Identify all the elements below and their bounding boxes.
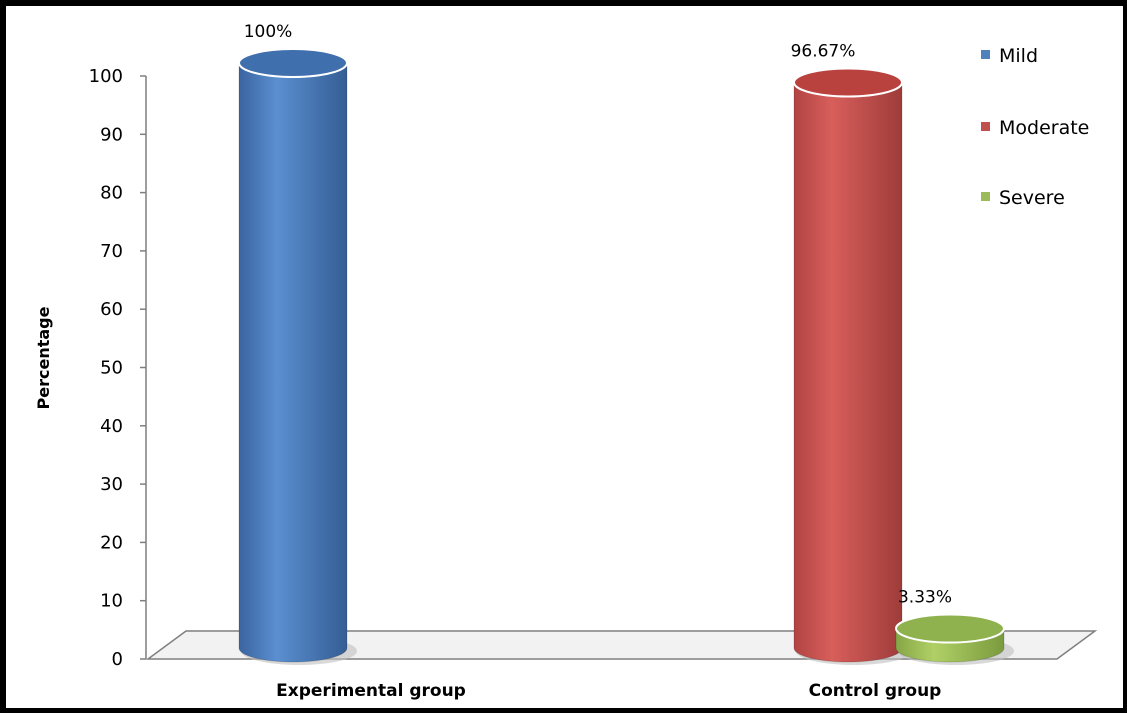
data-label-severe: 3.33% [898, 588, 952, 608]
bar-body [793, 82, 903, 663]
legend-item-moderate: Moderate [981, 117, 1089, 139]
legend-label: Moderate [999, 117, 1089, 139]
bar-control-group-moderate [793, 67, 912, 665]
legend: Mild Moderate Severe [981, 45, 1089, 209]
bar-control-group-severe [895, 613, 1014, 665]
legend-item-severe: Severe [981, 187, 1065, 209]
category-labels: Experimental group Control group [276, 681, 941, 701]
y-tick-label: 70 [100, 241, 123, 262]
bar-experimental-group-mild [238, 48, 357, 665]
legend-label: Mild [999, 45, 1038, 67]
y-tick-label: 40 [100, 416, 123, 437]
data-labels: 100% 96.67% 3.33% [244, 22, 952, 608]
bar-top [238, 48, 348, 78]
legend-swatch [981, 192, 990, 201]
legend-swatch [981, 50, 990, 59]
bar-top [895, 613, 1005, 644]
bar-top [793, 67, 903, 98]
legend-label: Severe [999, 187, 1065, 209]
category-label-control-group: Control group [809, 681, 942, 701]
bar-body [238, 62, 348, 663]
y-axis-ticks: 0 10 20 30 40 50 60 70 80 90 100 [89, 66, 146, 670]
bars-layer [238, 48, 1014, 665]
y-tick-label: 100 [89, 66, 123, 87]
y-tick-label: 0 [112, 649, 123, 670]
y-tick-label: 60 [100, 299, 123, 320]
data-label-mild: 100% [244, 22, 293, 42]
legend-item-mild: Mild [981, 45, 1038, 67]
y-tick-label: 30 [100, 474, 123, 495]
y-tick-label: 20 [100, 532, 123, 553]
category-label-experimental-group: Experimental group [276, 681, 466, 701]
data-label-moderate: 96.67% [791, 41, 856, 61]
y-axis-label: Percentage [34, 306, 53, 409]
y-tick-label: 10 [100, 591, 123, 612]
legend-swatch [981, 122, 990, 131]
y-tick-label: 90 [100, 124, 123, 145]
y-tick-label: 80 [100, 183, 123, 204]
y-tick-label: 50 [100, 358, 123, 379]
